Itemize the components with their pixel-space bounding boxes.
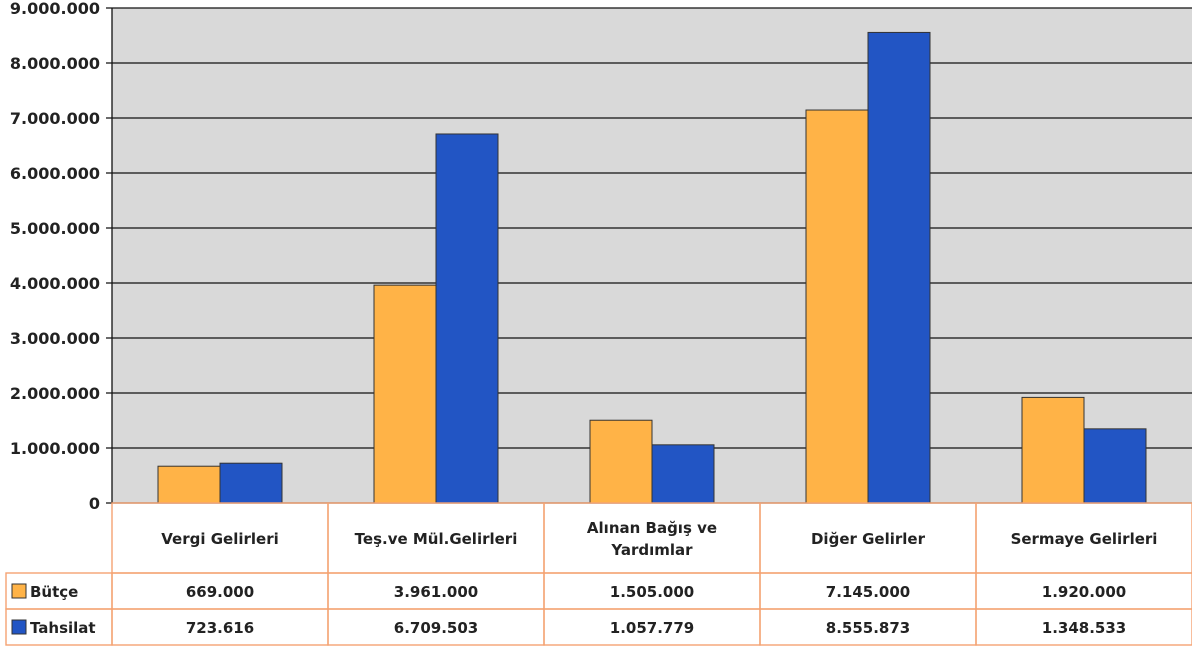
bar-butce [805,109,869,504]
legend-label: Tahsilat [30,619,96,637]
y-tick-label: 3.000.000 [10,329,100,348]
y-tick-label: 2.000.000 [10,384,100,403]
data-label: 669.000 [186,583,254,601]
data-label: 8.555.873 [826,619,910,637]
table-cell [975,608,1192,646]
category-label: Sermaye Gelirleri [1011,530,1158,548]
category-label: Alınan Bağış ve [587,519,717,537]
data-label: 1.348.533 [1042,619,1126,637]
bar-butce [157,465,221,504]
y-tick-label: 1.000.000 [10,439,100,458]
data-label: 723.616 [186,619,254,637]
bar-butce [1021,396,1085,504]
data-label: 1.920.000 [1042,583,1126,601]
bar-butce [589,419,653,504]
bar-tahsilat [651,444,715,504]
data-label: 1.505.000 [610,583,694,601]
y-tick-label: 6.000.000 [10,164,100,183]
bar-tahsilat [435,133,499,504]
bar-tahsilat [1083,428,1147,504]
category-label: Yardımlar [610,541,693,559]
legend-swatch [11,583,27,599]
category-label: Diğer Gelirler [811,530,926,548]
data-label: 6.709.503 [394,619,478,637]
y-tick-label: 5.000.000 [10,219,100,238]
y-tick-label: 9.000.000 [10,0,100,18]
data-label: 1.057.779 [610,619,694,637]
bar-butce [373,284,437,504]
data-label: 7.145.000 [826,583,910,601]
bar-tahsilat [219,462,283,504]
bars [157,31,1147,504]
legend-swatch [11,619,27,635]
bar-tahsilat [867,31,931,504]
table-header-cell [543,502,761,574]
data-table: Vergi Gelirleri Teş.ve Mül.Gelirleri Alına… [5,502,1192,646]
category-label: Teş.ve Mül.Gelirleri [355,530,518,548]
legend-label: Bütçe [30,583,78,601]
y-tick-label: 7.000.000 [10,109,100,128]
y-tick-label: 4.000.000 [10,274,100,293]
y-tick-label: 8.000.000 [10,54,100,73]
category-label: Vergi Gelirleri [161,530,278,548]
y-tick-label: 0 [89,494,100,513]
data-label: 3.961.000 [394,583,478,601]
y-axis-ticks: 0 1.000.000 2.000.000 3.000.000 4.000.000 5.0… [10,0,100,513]
